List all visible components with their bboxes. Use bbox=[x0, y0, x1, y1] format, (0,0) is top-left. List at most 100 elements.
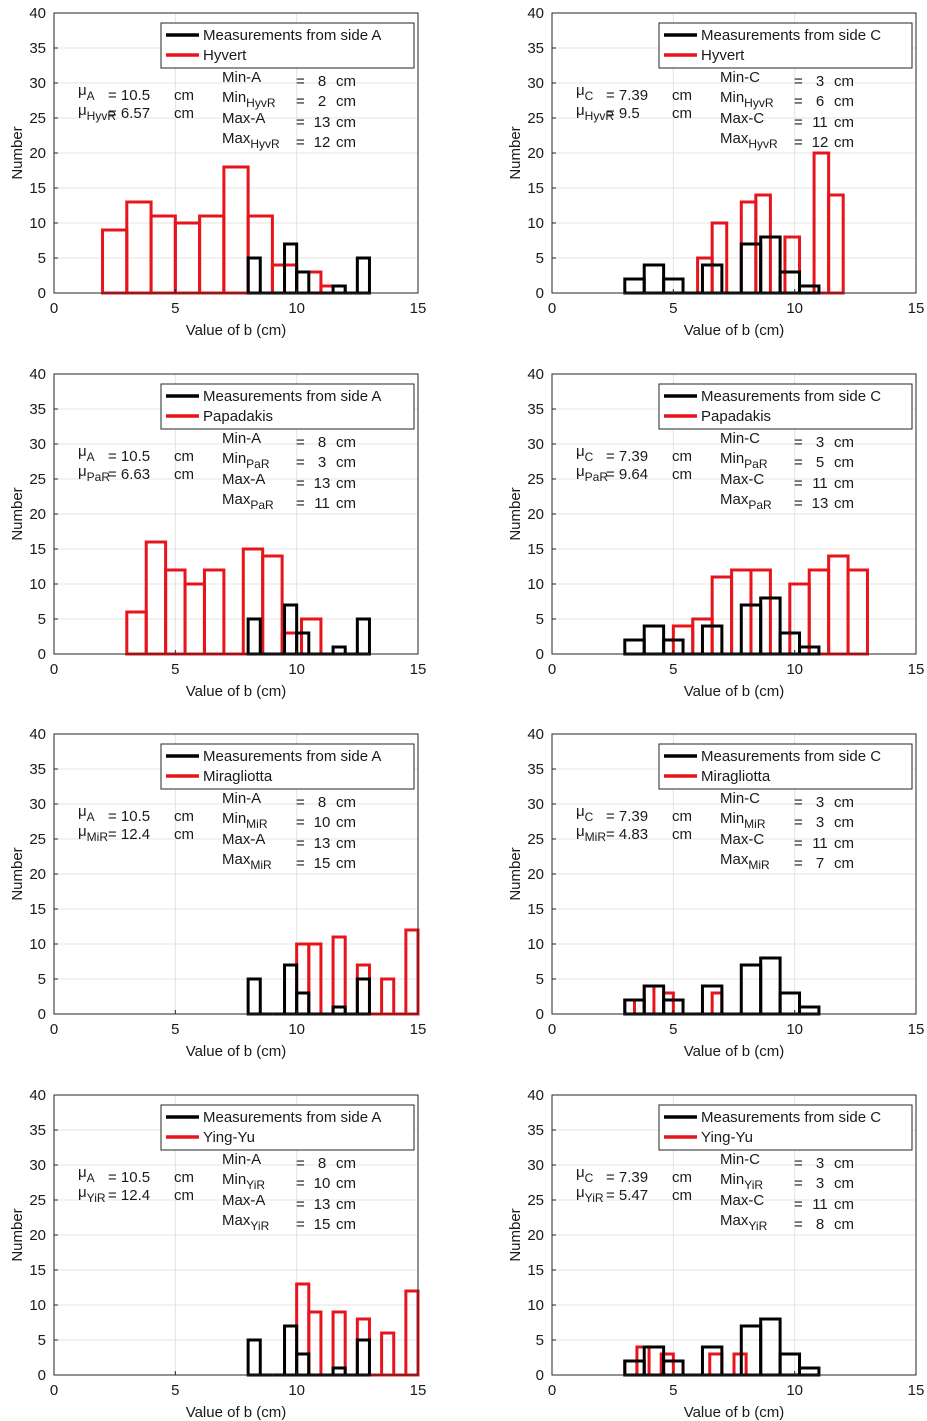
x-tick-label: 10 bbox=[786, 661, 803, 678]
y-tick-label: 15 bbox=[29, 901, 46, 918]
y-axis-label: Number bbox=[507, 487, 524, 540]
y-tick-label: 35 bbox=[527, 401, 544, 418]
mean-method-value: = 12.4 bbox=[108, 826, 150, 843]
min-method-label-main: Min bbox=[222, 810, 246, 827]
max-reference-unit: cm bbox=[834, 114, 854, 131]
min-method-label: MinMiR bbox=[222, 810, 268, 831]
max-method-label: MaxYiR bbox=[222, 1212, 270, 1233]
mean-method-value: = 6.63 bbox=[108, 466, 150, 483]
legend-method-label: Ying-Yu bbox=[701, 1129, 753, 1146]
mean-method-symbol-main: μ bbox=[576, 463, 585, 480]
y-tick-label: 10 bbox=[527, 936, 544, 953]
y-tick-label: 25 bbox=[29, 831, 46, 848]
mean-reference-symbol: μA bbox=[78, 443, 95, 464]
min-method-label: MinHyvR bbox=[720, 89, 774, 110]
x-tick-label: 0 bbox=[548, 1021, 556, 1038]
min-reference-unit: cm bbox=[336, 434, 356, 451]
x-tick-label: 0 bbox=[50, 300, 58, 317]
legend-box bbox=[160, 383, 415, 430]
min-method-label-subscript: HyvR bbox=[246, 96, 276, 110]
legend-reference-label: Measurements from side C bbox=[701, 388, 881, 405]
min-method-unit: cm bbox=[834, 814, 854, 831]
min-method-label: MinPaR bbox=[222, 450, 270, 471]
min-method-equals: = bbox=[296, 454, 305, 471]
mean-method-unit: cm bbox=[672, 466, 692, 483]
y-tick-label: 10 bbox=[29, 1297, 46, 1314]
legend-method-label: Miragliotta bbox=[701, 768, 771, 785]
min-method-equals: = bbox=[296, 814, 305, 831]
legend: Measurements from side C Papadakis bbox=[658, 383, 913, 430]
min-reference-equals: = bbox=[794, 1155, 803, 1172]
min-method-label-main: Min bbox=[720, 450, 744, 467]
max-reference-unit: cm bbox=[336, 1196, 356, 1213]
max-reference-equals: = bbox=[794, 114, 803, 131]
y-tick-label: 25 bbox=[527, 110, 544, 127]
legend: Measurements from side C Hyvert bbox=[658, 22, 913, 69]
min-reference-equals: = bbox=[296, 73, 305, 90]
legend-box bbox=[160, 22, 415, 69]
min-reference-unit: cm bbox=[834, 434, 854, 451]
y-tick-label: 20 bbox=[527, 506, 544, 523]
mean-reference-symbol-main: μ bbox=[78, 443, 87, 460]
y-tick-label: 30 bbox=[527, 1157, 544, 1174]
y-tick-label: 20 bbox=[527, 866, 544, 883]
y-tick-label: 35 bbox=[527, 40, 544, 57]
min-method-label-subscript: YiR bbox=[744, 1178, 763, 1192]
min-reference-unit: cm bbox=[336, 1155, 356, 1172]
mean-method-symbol-main: μ bbox=[78, 102, 87, 119]
x-axis-label: Value of b (cm) bbox=[684, 1404, 785, 1421]
y-tick-label: 5 bbox=[536, 1332, 544, 1349]
min-method-equals: = bbox=[296, 93, 305, 110]
x-tick-label: 15 bbox=[410, 661, 427, 678]
y-tick-label: 30 bbox=[527, 75, 544, 92]
min-method-label: MinYiR bbox=[720, 1171, 763, 1192]
chart-panel-3: 0 5 10 15 0 5 10 15 20 25 30 35 40 Value of b (cm) Num… bbox=[9, 366, 426, 700]
mean-reference-unit: cm bbox=[174, 1169, 194, 1186]
min-method-unit: cm bbox=[834, 93, 854, 110]
max-method-equals: = bbox=[794, 134, 803, 151]
min-method-label-main: Min bbox=[720, 89, 744, 106]
mean-method-symbol: μHyvR bbox=[78, 102, 116, 123]
mean-reference-symbol: μA bbox=[78, 803, 95, 824]
x-tick-label: 5 bbox=[171, 661, 179, 678]
min-reference-label-main: Min-C bbox=[720, 430, 760, 447]
y-tick-label: 20 bbox=[29, 506, 46, 523]
max-reference-unit: cm bbox=[336, 835, 356, 852]
min-reference-label-main: Min-A bbox=[222, 430, 261, 447]
max-reference-label: Max-A bbox=[222, 831, 265, 848]
y-axis-label: Number bbox=[507, 126, 524, 179]
mean-method-value: = 4.83 bbox=[606, 826, 648, 843]
x-tick-label: 15 bbox=[908, 1021, 925, 1038]
min-method-equals: = bbox=[296, 1175, 305, 1192]
x-axis-label: Value of b (cm) bbox=[684, 1043, 785, 1060]
mean-reference-value: = 10.5 bbox=[108, 808, 150, 825]
max-method-label-main: Max bbox=[720, 1212, 749, 1229]
legend-box bbox=[658, 743, 913, 790]
max-reference-label-main: Max-C bbox=[720, 1192, 764, 1209]
x-tick-label: 10 bbox=[288, 1021, 305, 1038]
y-tick-label: 40 bbox=[29, 366, 46, 383]
max-reference-value: 11 bbox=[812, 114, 828, 131]
min-reference-equals: = bbox=[794, 73, 803, 90]
min-method-label: MinHyvR bbox=[222, 89, 276, 110]
mean-method-symbol-main: μ bbox=[78, 1184, 87, 1201]
max-method-label: MaxMiR bbox=[222, 851, 272, 872]
mean-method-symbol-main: μ bbox=[576, 1184, 585, 1201]
mean-method-unit: cm bbox=[672, 105, 692, 122]
max-reference-label: Max-A bbox=[222, 471, 265, 488]
max-reference-equals: = bbox=[296, 835, 305, 852]
mean-method-value: = 9.64 bbox=[606, 466, 648, 483]
mean-reference-unit: cm bbox=[174, 448, 194, 465]
legend-reference-label: Measurements from side A bbox=[203, 27, 381, 44]
min-method-unit: cm bbox=[336, 814, 356, 831]
y-tick-label: 20 bbox=[29, 1227, 46, 1244]
y-axis-label: Number bbox=[507, 1208, 524, 1261]
mean-reference-symbol-subscript: A bbox=[87, 810, 95, 824]
min-method-label-subscript: PaR bbox=[744, 457, 768, 471]
max-method-equals: = bbox=[794, 855, 803, 872]
y-tick-label: 15 bbox=[527, 180, 544, 197]
chart-panel-6: 0 5 10 15 0 5 10 15 20 25 30 35 40 Value of b (cm) Num… bbox=[507, 726, 924, 1060]
max-reference-label: Max-A bbox=[222, 110, 265, 127]
max-reference-value: 11 bbox=[812, 1196, 828, 1213]
